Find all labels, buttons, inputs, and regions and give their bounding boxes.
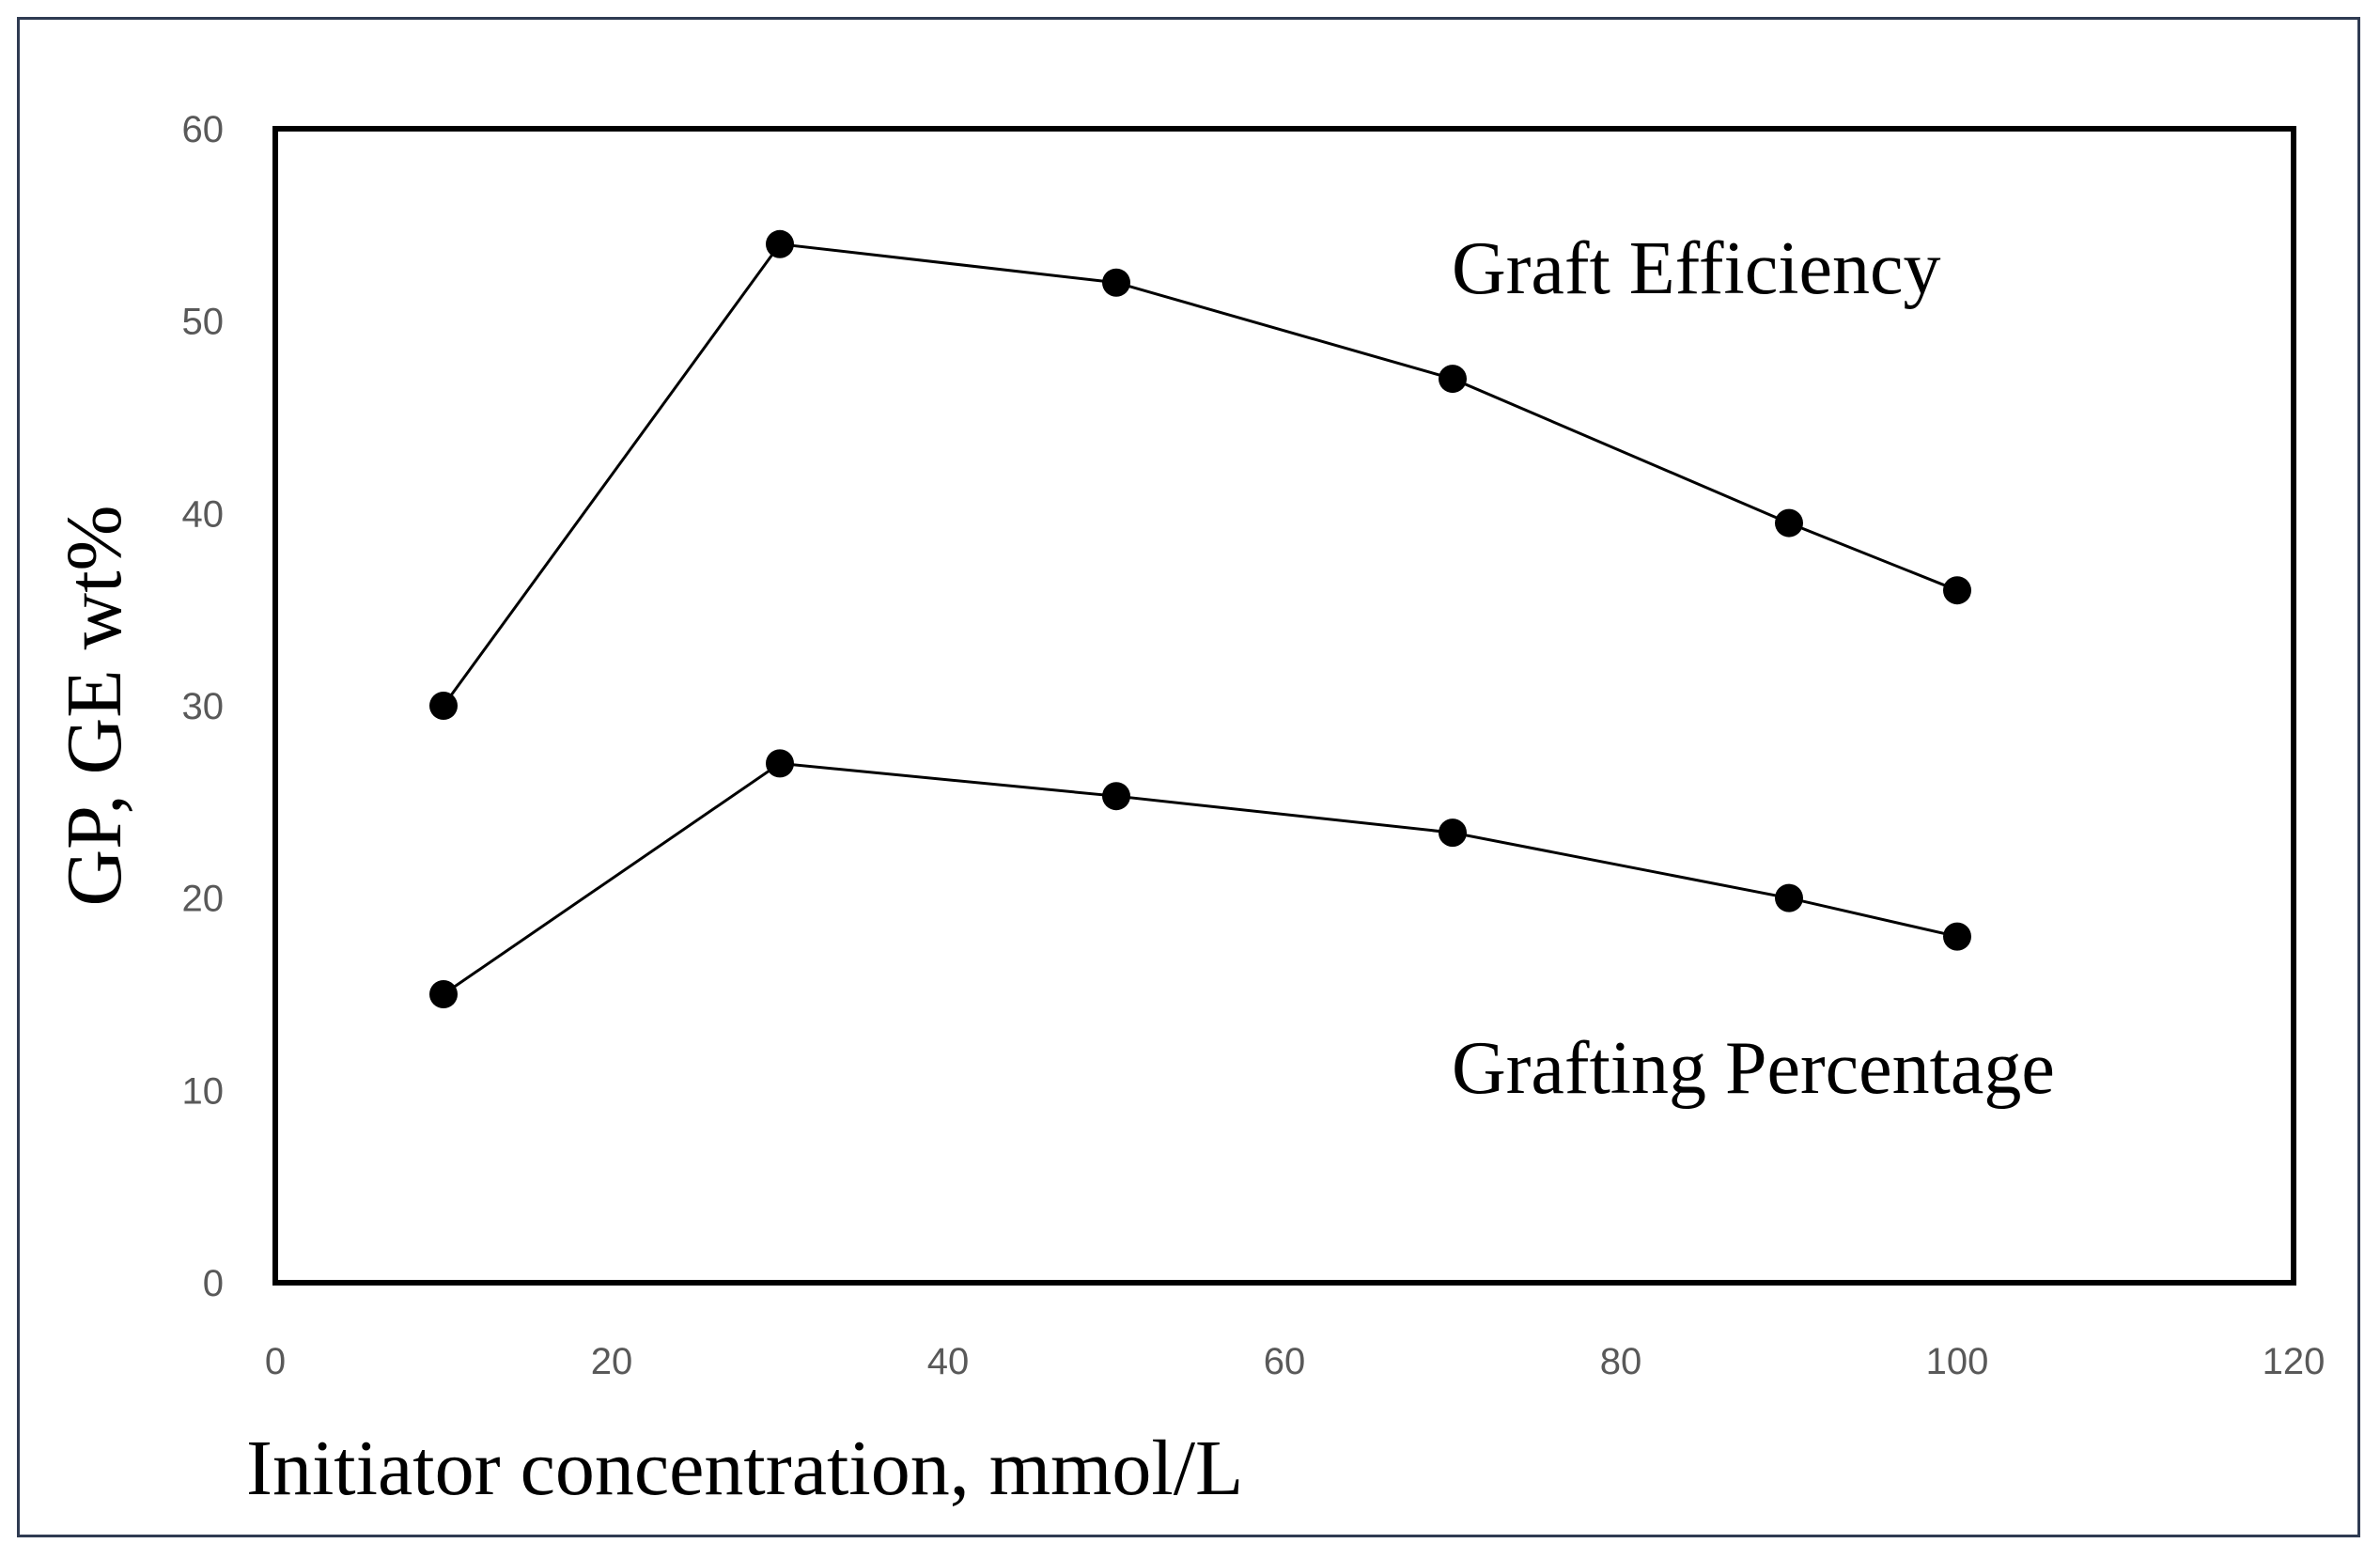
x-axis-ticks: 0 20 40 60 80 100 120: [265, 1341, 2326, 1382]
x-tick-label: 60: [1264, 1341, 1306, 1382]
x-tick-label: 100: [1926, 1341, 1989, 1382]
series-lines: [442, 242, 1958, 996]
annotation-graft-efficiency: Graft Efficiency: [1452, 227, 1940, 310]
y-tick-label: 0: [203, 1263, 224, 1304]
data-point-grafting-percentage: [429, 980, 458, 1008]
y-axis-title: GP, GE wt%: [51, 505, 138, 906]
data-point-graft-efficiency: [1439, 365, 1467, 394]
data-point-graft-efficiency: [1102, 268, 1130, 297]
x-tick-label: 120: [2263, 1341, 2326, 1382]
series-line-graft-efficiency: [442, 242, 1958, 707]
y-tick-label: 60: [182, 109, 225, 150]
x-tick-label: 40: [927, 1341, 970, 1382]
series-line-grafting-percentage: [443, 761, 1958, 996]
x-tick-label: 80: [1600, 1341, 1642, 1382]
data-point-grafting-percentage: [1439, 818, 1467, 848]
data-point-graft-efficiency: [1775, 508, 1803, 538]
x-tick-label: 20: [591, 1341, 633, 1382]
y-tick-label: 50: [182, 302, 225, 343]
data-point-grafting-percentage: [1943, 922, 1971, 951]
y-axis-ticks: 0 10 20 30 40 50 60: [182, 109, 225, 1304]
y-tick-label: 30: [182, 686, 225, 727]
annotation-grafting-percentage: Grafting Percentage: [1452, 1027, 2055, 1110]
data-point-graft-efficiency: [766, 229, 794, 258]
y-tick-label: 40: [182, 493, 225, 535]
y-tick-label: 20: [182, 879, 225, 920]
data-point-graft-efficiency: [429, 692, 458, 720]
plot-area: [272, 126, 2296, 1286]
x-tick-label: 0: [265, 1341, 286, 1382]
data-point-graft-efficiency: [1943, 576, 1971, 605]
y-tick-label: 10: [182, 1070, 225, 1112]
data-point-grafting-percentage: [1775, 883, 1803, 912]
x-axis-title: Initiator concentration, mmol/L: [246, 1425, 1243, 1512]
data-point-grafting-percentage: [1102, 782, 1130, 811]
series-points: [429, 229, 1971, 1008]
data-point-grafting-percentage: [766, 749, 794, 778]
